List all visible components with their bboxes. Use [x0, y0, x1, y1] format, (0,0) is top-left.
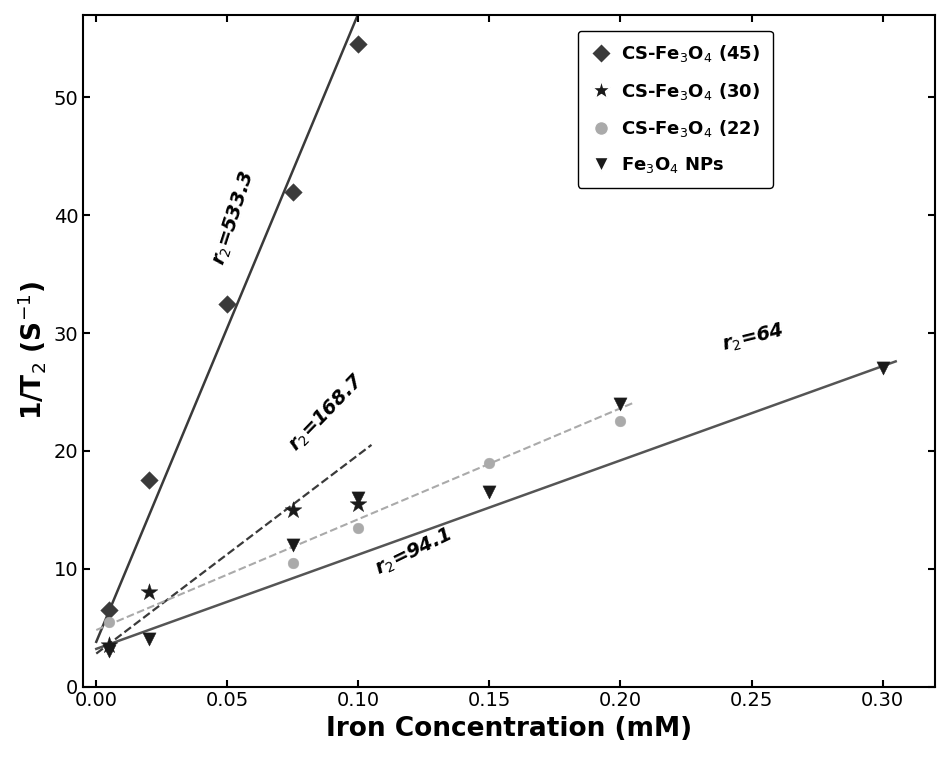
Point — [613, 397, 628, 410]
Point — [351, 492, 366, 504]
Point — [219, 298, 235, 310]
Point — [351, 522, 366, 534]
Point — [102, 604, 117, 616]
Point — [482, 486, 497, 498]
Legend: CS-Fe$_3$O$_4$ (45), CS-Fe$_3$O$_4$ (30), CS-Fe$_3$O$_4$ (22), Fe$_3$O$_4$ NPs: CS-Fe$_3$O$_4$ (45), CS-Fe$_3$O$_4$ (30)… — [578, 31, 773, 188]
Point — [102, 645, 117, 657]
Point — [482, 456, 497, 469]
Point — [351, 498, 366, 510]
Text: r$_2$=94.1: r$_2$=94.1 — [371, 525, 456, 580]
Point — [102, 615, 117, 628]
Text: r$_2$=168.7: r$_2$=168.7 — [285, 370, 370, 456]
X-axis label: Iron Concentration (mM): Iron Concentration (mM) — [326, 716, 693, 742]
Text: r$_2$=533.3: r$_2$=533.3 — [209, 168, 259, 268]
Point — [102, 640, 117, 652]
Y-axis label: 1/T$_2$ (S$^{-1}$): 1/T$_2$ (S$^{-1}$) — [15, 282, 48, 420]
Point — [285, 185, 300, 198]
Point — [351, 39, 366, 51]
Point — [142, 634, 157, 646]
Point — [613, 416, 628, 428]
Text: r$_2$=64: r$_2$=64 — [720, 320, 787, 356]
Point — [285, 557, 300, 569]
Point — [285, 504, 300, 516]
Point — [285, 539, 300, 551]
Point — [142, 586, 157, 598]
Point — [875, 363, 890, 375]
Point — [142, 475, 157, 487]
